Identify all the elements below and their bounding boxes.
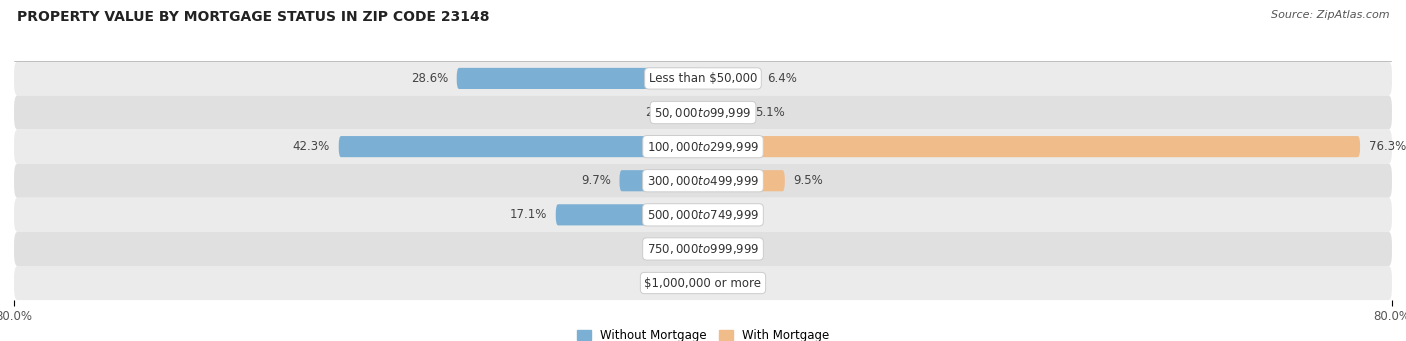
Text: 6.4%: 6.4%	[766, 72, 797, 85]
Text: 17.1%: 17.1%	[510, 208, 547, 221]
Text: 0.0%: 0.0%	[711, 208, 741, 221]
FancyBboxPatch shape	[14, 232, 1392, 266]
FancyBboxPatch shape	[703, 272, 727, 294]
FancyBboxPatch shape	[339, 136, 703, 157]
Text: 76.3%: 76.3%	[1368, 140, 1406, 153]
Text: Less than $50,000: Less than $50,000	[648, 72, 758, 85]
FancyBboxPatch shape	[683, 102, 703, 123]
Text: $100,000 to $299,999: $100,000 to $299,999	[647, 139, 759, 154]
FancyBboxPatch shape	[555, 204, 703, 225]
FancyBboxPatch shape	[703, 136, 1360, 157]
Text: 0.0%: 0.0%	[711, 242, 741, 255]
Text: $1,000,000 or more: $1,000,000 or more	[644, 277, 762, 290]
Text: 9.5%: 9.5%	[793, 174, 823, 187]
Text: $750,000 to $999,999: $750,000 to $999,999	[647, 242, 759, 256]
FancyBboxPatch shape	[14, 95, 1392, 130]
FancyBboxPatch shape	[14, 198, 1392, 232]
Text: PROPERTY VALUE BY MORTGAGE STATUS IN ZIP CODE 23148: PROPERTY VALUE BY MORTGAGE STATUS IN ZIP…	[17, 10, 489, 24]
Legend: Without Mortgage, With Mortgage: Without Mortgage, With Mortgage	[572, 324, 834, 341]
FancyBboxPatch shape	[703, 102, 747, 123]
Text: 2.7%: 2.7%	[735, 277, 765, 290]
Text: 0.0%: 0.0%	[665, 242, 695, 255]
Text: 0.0%: 0.0%	[665, 277, 695, 290]
Text: 9.7%: 9.7%	[581, 174, 610, 187]
Text: $50,000 to $99,999: $50,000 to $99,999	[654, 105, 752, 120]
Text: $500,000 to $749,999: $500,000 to $749,999	[647, 208, 759, 222]
FancyBboxPatch shape	[457, 68, 703, 89]
Text: Source: ZipAtlas.com: Source: ZipAtlas.com	[1271, 10, 1389, 20]
FancyBboxPatch shape	[620, 170, 703, 191]
Text: 42.3%: 42.3%	[292, 140, 330, 153]
Text: 2.3%: 2.3%	[645, 106, 675, 119]
FancyBboxPatch shape	[703, 170, 785, 191]
Text: $300,000 to $499,999: $300,000 to $499,999	[647, 174, 759, 188]
FancyBboxPatch shape	[14, 266, 1392, 300]
FancyBboxPatch shape	[14, 164, 1392, 198]
FancyBboxPatch shape	[703, 68, 758, 89]
FancyBboxPatch shape	[14, 61, 1392, 95]
Text: 28.6%: 28.6%	[411, 72, 449, 85]
FancyBboxPatch shape	[14, 130, 1392, 164]
Text: 5.1%: 5.1%	[755, 106, 786, 119]
